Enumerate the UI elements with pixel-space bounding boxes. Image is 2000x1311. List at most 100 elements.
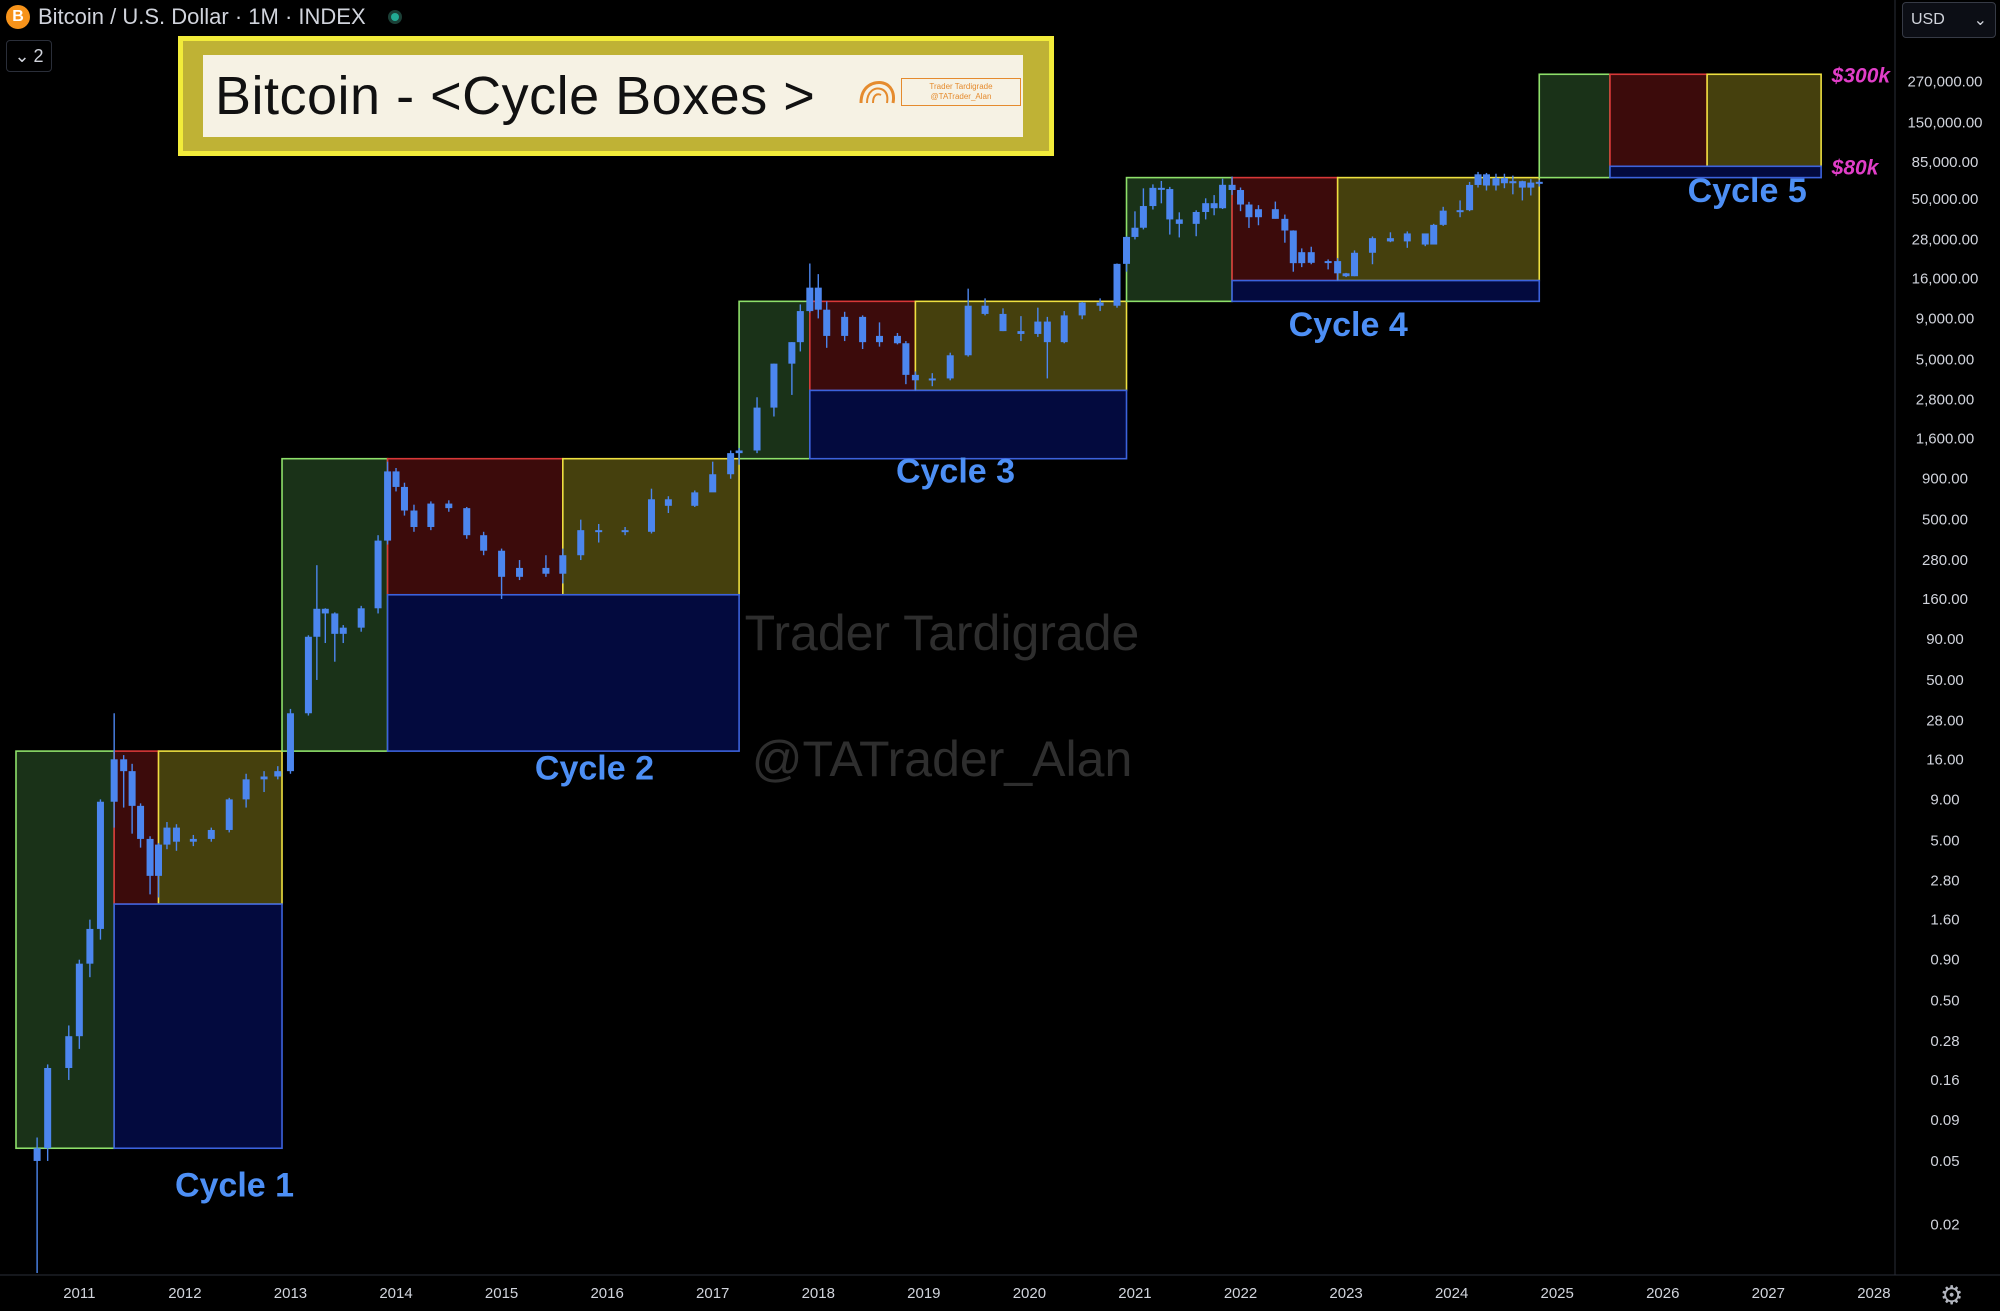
time-tick-label: 2021 — [1118, 1285, 1151, 1302]
time-tick-label: 2020 — [1013, 1285, 1046, 1302]
candle-body — [374, 540, 382, 609]
candle-body — [274, 771, 282, 777]
candle-body — [463, 508, 471, 536]
candle-body — [1500, 178, 1508, 184]
price-tick-label: 9,000.00 — [1916, 310, 1974, 327]
candle-body — [392, 471, 400, 487]
candle-body — [1123, 236, 1131, 264]
chart-title-box: Bitcoin - <Cycle Boxes > Trader Tardigra… — [178, 36, 1054, 156]
candle-body — [928, 378, 936, 381]
time-tick-label: 2017 — [696, 1285, 729, 1302]
time-tick-label: 2016 — [590, 1285, 623, 1302]
candle-body — [788, 342, 796, 364]
price-tick-label: 0.16 — [1930, 1072, 1959, 1089]
candle-body — [735, 450, 743, 454]
candle-body — [260, 776, 268, 780]
candle-body — [1351, 252, 1359, 277]
candle-body — [542, 567, 550, 574]
price-tick-label: 160.00 — [1922, 591, 1968, 608]
time-tick-label: 2025 — [1541, 1285, 1574, 1302]
candle-body — [806, 287, 814, 312]
candle-body — [65, 1036, 73, 1068]
cycle-4-blue-box — [1231, 279, 1541, 303]
cycle-4-yellow-box — [1336, 176, 1541, 282]
market-status-icon[interactable] — [387, 10, 402, 24]
candle-body — [44, 1067, 52, 1149]
price-tick-label: 9.00 — [1930, 791, 1959, 808]
price-tick-label: 90.00 — [1926, 631, 1964, 648]
candle-body — [1509, 181, 1517, 184]
currency-selector[interactable]: USD ⌄ — [1902, 2, 1996, 38]
price-tick-label: 5,000.00 — [1916, 351, 1974, 368]
time-tick-label: 2012 — [168, 1285, 201, 1302]
candle-body — [1139, 206, 1147, 228]
candle-body — [155, 844, 163, 876]
cycle-1-red-box — [113, 750, 160, 905]
candle-body — [339, 627, 347, 634]
currency-label: USD — [1911, 11, 1945, 28]
cycle-1-blue-box — [113, 903, 283, 1150]
time-tick-label: 2019 — [907, 1285, 940, 1302]
candle-body — [1421, 233, 1429, 245]
price-tick-label: 0.28 — [1930, 1033, 1959, 1050]
watermark: Trader Tardigrade @TATrader_Alan — [745, 605, 1140, 787]
candle-body — [1219, 184, 1227, 209]
candle-body — [1166, 189, 1174, 220]
cycle-2-green-box — [281, 457, 389, 752]
bitcoin-icon: B — [6, 5, 30, 29]
candle-body — [1482, 174, 1490, 186]
indicators-collapse-button[interactable]: ⌄ 2 — [6, 40, 52, 72]
candle-body — [964, 305, 972, 356]
price-tick-label: 1,600.00 — [1916, 431, 1974, 448]
chevron-down-icon: ⌄ — [14, 45, 30, 66]
candle-body — [163, 827, 171, 845]
candle-body — [1271, 209, 1279, 219]
price-tick-label: 0.90 — [1930, 952, 1959, 969]
candle-body — [1466, 184, 1474, 211]
candle-body — [1281, 218, 1289, 231]
candle-body — [859, 316, 867, 343]
candle-body — [893, 335, 901, 344]
candle-body — [727, 453, 735, 475]
candle-body — [516, 567, 524, 577]
candle-body — [1386, 238, 1394, 242]
cycle-5-green-box — [1538, 73, 1611, 179]
author-badge: Trader Tardigrade @TATrader_Alan — [901, 78, 1021, 106]
candle-body — [1334, 261, 1342, 274]
candle-body — [1043, 321, 1051, 343]
indicator-count: 2 — [33, 45, 44, 66]
price-tick-label: 2.80 — [1930, 873, 1959, 890]
candle-body — [357, 608, 365, 628]
candle-body — [304, 636, 312, 714]
candle-body — [1439, 210, 1447, 225]
candle-body — [1131, 227, 1139, 237]
candle-body — [621, 530, 629, 533]
chart-header: B Bitcoin / U.S. Dollar · 1M · INDEX — [6, 4, 402, 30]
candle-body — [577, 530, 585, 556]
settings-gear-icon[interactable]: ⚙ — [1940, 1280, 1964, 1310]
candle-body — [1157, 187, 1165, 190]
time-tick-label: 2018 — [802, 1285, 835, 1302]
candle-body — [902, 343, 910, 375]
cycle-label: Cycle 5 — [1688, 172, 1807, 210]
candle-body — [498, 550, 506, 577]
candle-body — [384, 471, 392, 541]
candle-body — [770, 363, 778, 408]
time-tick-label: 2015 — [485, 1285, 518, 1302]
symbol-title[interactable]: Bitcoin / U.S. Dollar · 1M · INDEX — [38, 4, 366, 29]
price-axis: 270,000.00 150,000.00 85,000.00 50,000.00 28… — [1894, 0, 1983, 1275]
annotation-labels: Cycle 1 Cycle 2 Cycle 3 Cycle 4 Cycle 5 $300k… — [175, 64, 1891, 1204]
price-tick-label: 2,800.00 — [1916, 392, 1974, 409]
cycle-label: Cycle 3 — [896, 453, 1015, 491]
candle-body — [1474, 174, 1482, 185]
candle-body — [999, 313, 1007, 332]
candle-body — [559, 555, 567, 574]
candle-body — [286, 713, 294, 772]
candle-body — [1403, 233, 1411, 242]
watermark-line-2: @TATrader_Alan — [752, 731, 1133, 787]
chart-title-banner: Bitcoin - <Cycle Boxes > Trader Tardigra… — [203, 55, 1023, 137]
candle-body — [1034, 321, 1042, 334]
candle-body — [242, 779, 250, 800]
cycle-5-red-box — [1609, 73, 1708, 168]
